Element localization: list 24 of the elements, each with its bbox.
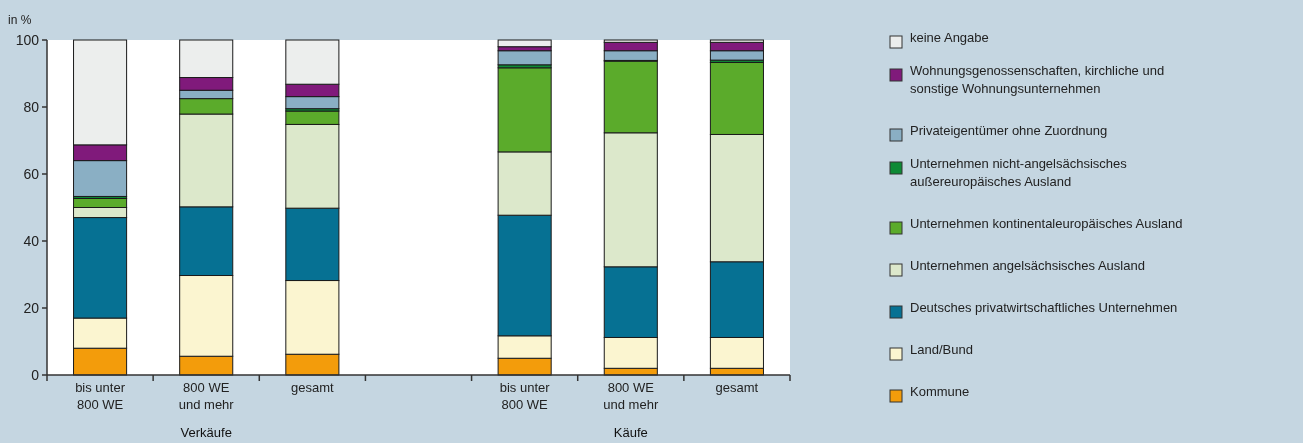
y-tick-label: 0 — [31, 366, 40, 383]
x-tick-label: bis unter 800 WE — [499, 380, 551, 412]
x-tick-label: bis unter 800 WE — [75, 380, 126, 412]
y-tick-label: 60 — [23, 165, 40, 182]
x-tick-label: gesamt — [291, 380, 335, 395]
legend-label: Deutsches privatwirtschaftliches Unternehmen — [910, 300, 1178, 315]
legend-label: Unternehmen nicht-angelsächsisches außereuropäisches Ausland — [910, 156, 1128, 189]
y-axis-title: in % — [8, 13, 32, 27]
y-tick-label: 80 — [23, 98, 40, 115]
x-tick-label: gesamt — [715, 380, 759, 395]
legend-label: Land/Bund — [910, 342, 973, 357]
y-tick-label: 100 — [15, 31, 40, 48]
legend-label: Unternehmen angelsächsisches Ausland — [910, 258, 1145, 273]
legend-label: Kommune — [910, 384, 970, 399]
y-tick-label: 20 — [23, 299, 40, 316]
x-tick-label: 800 WE und mehr — [178, 380, 235, 412]
legend-label: Unternehmen kontinentaleuropäisches Ausland — [910, 216, 1183, 231]
text: Käufe — [613, 425, 648, 440]
legend-label: Wohnungsgenossenschaften, kirchliche und sonstige Wohnungsunternehmen — [910, 63, 1165, 96]
legend-label: Privateigentümer ohne Zuordnung — [910, 123, 1108, 138]
text: Verkäufe — [180, 425, 232, 440]
legend-label: keine Angabe — [910, 30, 989, 45]
y-tick-label: 40 — [23, 232, 40, 249]
x-tick-label: 800 WE und mehr — [603, 380, 659, 412]
